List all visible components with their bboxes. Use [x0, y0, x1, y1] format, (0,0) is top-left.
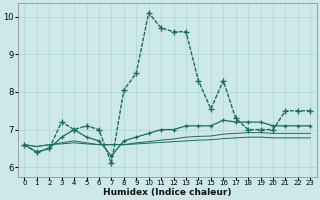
X-axis label: Humidex (Indice chaleur): Humidex (Indice chaleur)	[103, 188, 232, 197]
